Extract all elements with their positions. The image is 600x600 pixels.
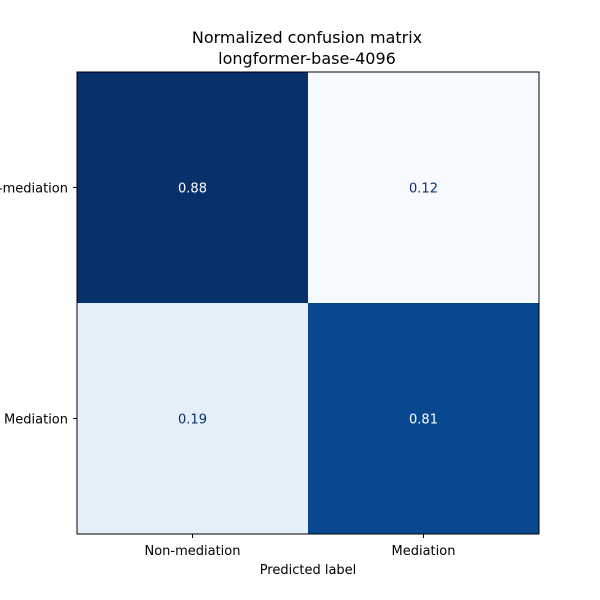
y-tick-label: Mediation [4,413,68,428]
chart-title-line-1: Normalized confusion matrix [192,28,422,47]
heatmap-cell-r0-c0 [77,72,308,303]
cell-value-label-r1-c0: 0.19 [178,413,207,428]
heatmap-cell-r1-c1 [308,303,539,534]
x-tick-label: Non-mediation [144,544,240,559]
y-tick-label: Non-mediation [0,182,68,197]
chart-title-line-2: longformer-base-4096 [218,49,396,68]
cell-value-label-r1-c1: 0.81 [409,413,438,428]
x-axis-ticks: Non-mediation Mediation [144,534,455,559]
x-tick-label: Mediation [392,544,456,559]
x-axis-label: Predicted label [260,563,357,578]
heatmap-cells [77,72,539,534]
plot-frame [76,71,540,535]
heatmap-cell-r0-c1 [308,72,539,303]
cell-value-label-r0-c1: 0.12 [409,182,438,197]
heatmap-cell-r1-c0 [77,303,308,534]
y-axis-ticks: Non-mediation Mediation [0,182,77,428]
cell-value-label-r0-c0: 0.88 [178,182,207,197]
heatmap-cell-labels: 0.88 0.12 0.19 0.81 [178,182,438,428]
